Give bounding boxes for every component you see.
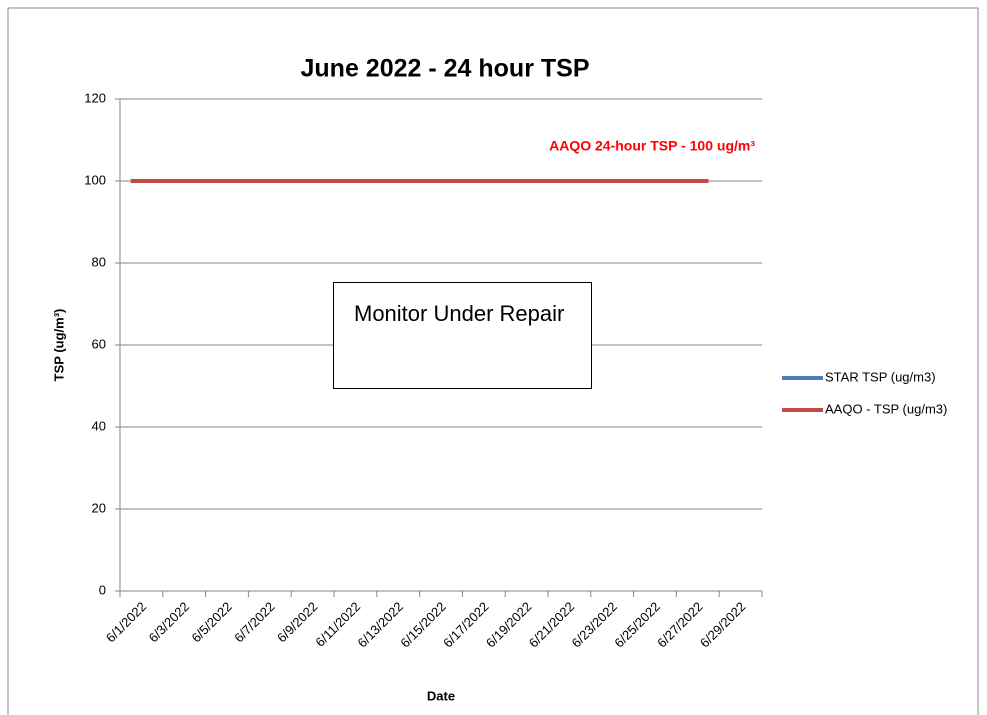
x-tick-label: 6/5/2022 xyxy=(188,599,234,645)
x-tick-label: 6/27/2022 xyxy=(654,599,706,651)
x-tick-label: 6/29/2022 xyxy=(697,599,749,651)
y-tick-label: 0 xyxy=(99,582,106,597)
x-tick-label: 6/23/2022 xyxy=(569,599,621,651)
y-tick-label: 40 xyxy=(92,418,106,433)
x-tick-label: 6/15/2022 xyxy=(397,599,449,651)
y-tick-label: 100 xyxy=(84,172,106,187)
annotation: AAQO 24-hour TSP - 100 ug/m³ xyxy=(549,138,755,154)
frame xyxy=(7,7,979,715)
x-tick-label: 6/1/2022 xyxy=(103,599,149,645)
y-tick-label: 80 xyxy=(92,254,106,269)
annotation-box: Monitor Under Repair xyxy=(333,282,592,389)
y-axis-label: TSP (ug/m³) xyxy=(51,309,66,382)
legend-label: AAQO - TSP (ug/m3) xyxy=(825,401,947,416)
x-tick-label: 6/3/2022 xyxy=(146,599,192,645)
x-axis-label: Date xyxy=(427,688,455,703)
x-tick-label: 6/25/2022 xyxy=(611,599,663,651)
x-tick-label: 6/19/2022 xyxy=(483,599,535,651)
x-tick-label: 6/21/2022 xyxy=(526,599,578,651)
x-tick-label: 6/7/2022 xyxy=(231,599,277,645)
y-tick-label: 60 xyxy=(92,336,106,351)
x-tick-label: 6/17/2022 xyxy=(440,599,492,651)
legend-label: STAR TSP (ug/m3) xyxy=(825,369,936,384)
y-tick-label: 120 xyxy=(84,90,106,105)
x-tick-label: 6/13/2022 xyxy=(355,599,407,651)
chart-title: June 2022 - 24 hour TSP xyxy=(301,55,590,83)
y-tick-label: 20 xyxy=(92,500,106,515)
